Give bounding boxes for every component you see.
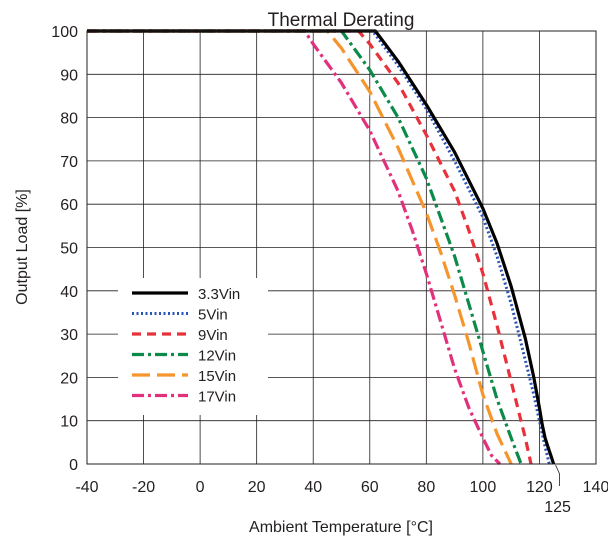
plot-frame (86, 30, 597, 465)
x-tick-label: 20 (248, 479, 266, 496)
x-tick-label: 120 (526, 479, 553, 496)
legend-label: 15Vin (198, 368, 236, 385)
x-tick-label: 60 (361, 479, 379, 496)
series-layer (87, 29, 556, 466)
y-tick-label: 40 (60, 284, 78, 301)
y-tick-label: 10 (60, 414, 78, 431)
x-tick-labels: -40 -20 0 20 40 60 80 100 120 140 (75, 479, 608, 496)
series-line-9vin (87, 29, 533, 465)
y-tick-label: 20 (60, 370, 78, 387)
series-line-12vin (87, 29, 523, 465)
x-tick-label: -40 (75, 479, 98, 496)
x-tick-label: 80 (417, 479, 435, 496)
x-tick-label: 100 (470, 479, 497, 496)
legend-label: 3.3Vin (198, 286, 240, 303)
legend-label: 12Vin (198, 348, 236, 365)
y-tick-label: 80 (60, 111, 78, 128)
y-tick-label: 60 (60, 197, 78, 214)
x-tick-label: 0 (196, 479, 205, 496)
y-tick-label: 30 (60, 327, 78, 344)
x-axis-title: Ambient Temperature [°C] (249, 519, 433, 536)
legend: 3.3Vin 5Vin 9Vin 12Vin 15Vin 17Vin (118, 278, 268, 415)
x-tick-label: 40 (304, 479, 322, 496)
x-tick-label: 140 (583, 479, 608, 496)
legend-background (118, 278, 268, 415)
legend-label: 17Vin (198, 389, 236, 406)
series-line-17vin (87, 29, 502, 466)
y-axis-title: Output Load [%] (14, 189, 31, 305)
y-tick-label: 50 (60, 241, 78, 258)
y-tick-label: 90 (60, 67, 78, 84)
legend-label: 9Vin (198, 327, 228, 344)
annotations: 125 (544, 464, 571, 516)
y-tick-labels: 0 10 20 30 40 50 60 70 80 90 100 (51, 24, 78, 474)
y-tick-label: 100 (51, 24, 78, 41)
annotation-leader (555, 464, 560, 486)
annotation-label: 125 (544, 499, 571, 516)
chart-title: Thermal Derating (268, 10, 415, 31)
legend-label: 5Vin (198, 307, 228, 324)
y-tick-label: 0 (69, 457, 78, 474)
series-line-3-3vin (87, 29, 556, 465)
x-tick-label: -20 (132, 479, 155, 496)
y-tick-label: 70 (60, 154, 78, 171)
series-line-15vin (87, 29, 513, 465)
series-line-5vin (87, 29, 551, 465)
